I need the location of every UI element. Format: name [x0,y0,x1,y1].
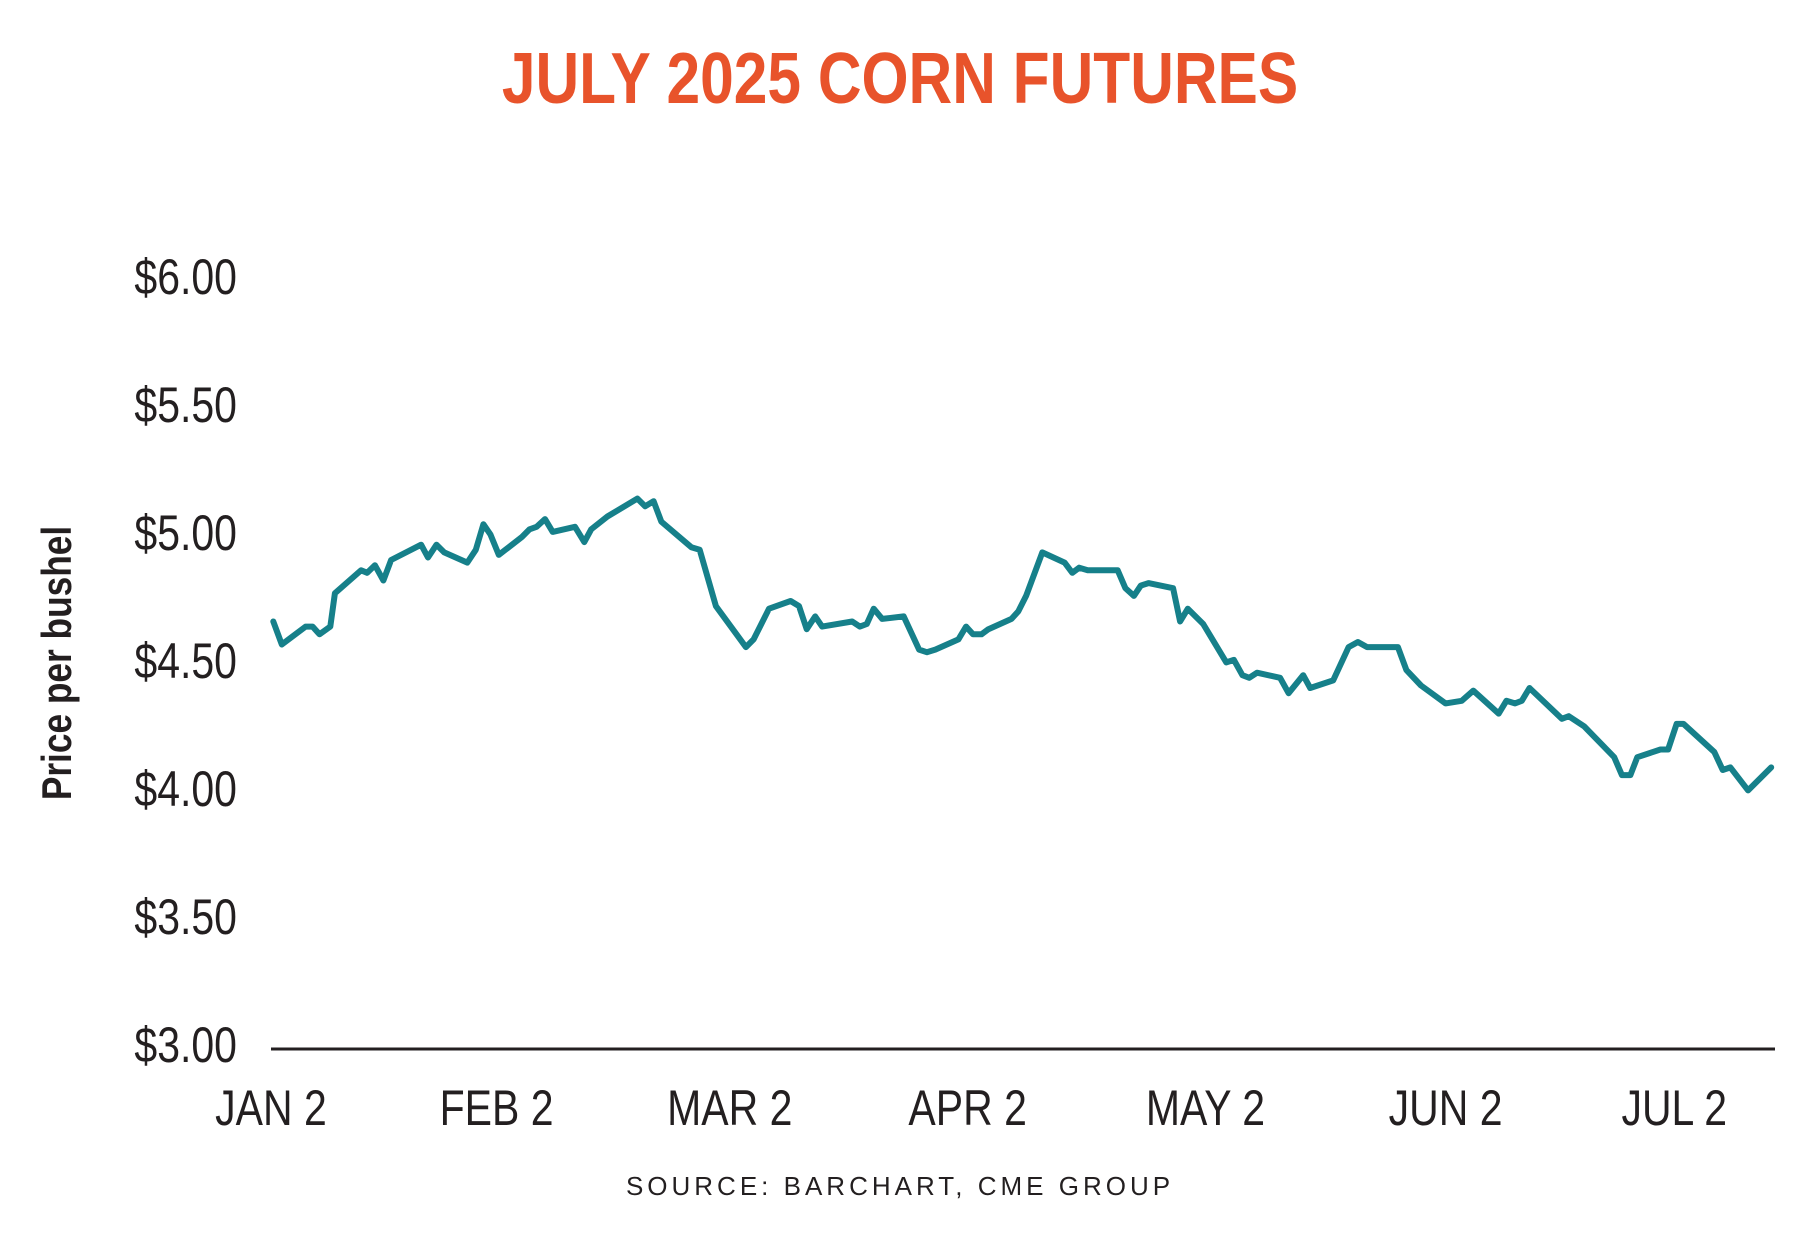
x-tick-label: APR 2 [908,1080,1026,1136]
x-tick-label: FEB 2 [440,1080,554,1136]
y-tick-label: $4.50 [134,633,237,689]
y-axis-title: Price per bushel [34,526,81,800]
y-tick-label: $6.00 [134,249,237,305]
x-tick-label: MAY 2 [1146,1080,1265,1136]
chart-title: JULY 2025 CORN FUTURES [502,39,1298,119]
y-tick-label: $5.50 [134,377,237,433]
y-tick-label: $3.50 [134,889,237,945]
source-note: SOURCE: BARCHART, CME GROUP [626,1171,1174,1201]
y-tick-label: $5.00 [134,505,237,561]
x-tick-label: MAR 2 [667,1080,792,1136]
x-tick-label: JAN 2 [215,1080,327,1136]
x-tick-label: JUL 2 [1621,1080,1727,1136]
y-tick-label: $4.00 [134,761,237,817]
x-tick-label: JUN 2 [1389,1080,1503,1136]
price-line [270,495,1775,794]
y-tick-label: $3.00 [134,1017,237,1073]
